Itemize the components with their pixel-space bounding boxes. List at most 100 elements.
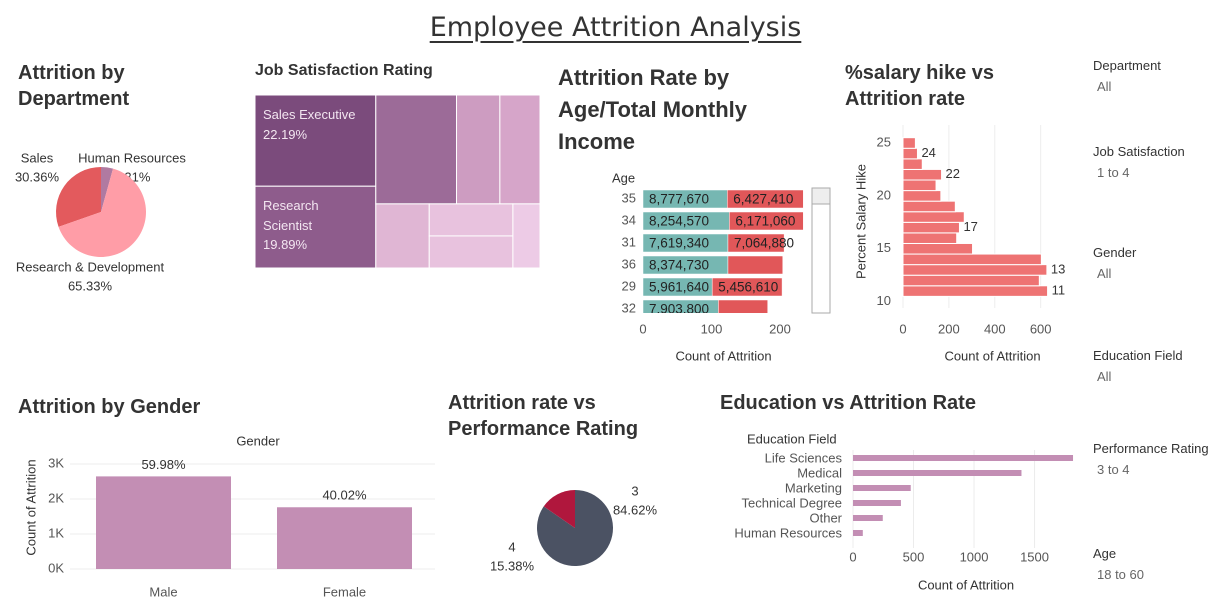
chart-title: Attrition by Gender — [18, 396, 201, 418]
filter-label: Performance Rating — [1093, 441, 1209, 456]
y-tick-label: Human Resources — [734, 525, 842, 540]
cell-value: 19.89% — [263, 237, 308, 253]
filter: Gender All — [1093, 245, 1136, 281]
bar — [902, 168, 943, 181]
treemap-cell — [428, 235, 514, 269]
bar-label: 7,064,880 — [734, 236, 794, 251]
filter: Job Satisfaction 1 to 4 — [1093, 144, 1185, 180]
chart-title: Attrition Rate by Age/Total Monthly Inco… — [558, 65, 748, 154]
treemap-cell — [499, 94, 541, 205]
y-tick-label: 31 — [622, 234, 636, 249]
y-tick-label: 1K — [48, 525, 64, 540]
bar-segment — [718, 299, 768, 313]
bar-label: 17 — [963, 219, 977, 234]
bar — [853, 485, 911, 491]
x-tick-label: 100 — [701, 321, 723, 336]
treemap-cell — [512, 203, 541, 269]
slice-label: Sales — [21, 150, 54, 165]
x-tick-label: 0 — [639, 321, 646, 336]
x-tick-label: 200 — [938, 321, 960, 336]
slice-value: 84.62% — [613, 502, 658, 517]
x-tick-label: 400 — [984, 321, 1006, 336]
y-tick-label: 36 — [622, 256, 636, 271]
scrollbar — [811, 187, 831, 314]
category-header: Gender — [236, 433, 280, 448]
category-header: Age — [612, 170, 635, 185]
y-axis-label: Count of Attrition — [23, 459, 38, 555]
bar-segment — [729, 211, 804, 231]
treemap-cell — [456, 94, 501, 205]
scroll-thumb — [811, 187, 831, 205]
slice-label: 3 — [631, 483, 638, 498]
bar-label: 7,619,340 — [649, 236, 709, 251]
x-axis-label: Count of Attrition — [675, 348, 771, 363]
treemap-label: Research Scientist 19.89% — [263, 196, 362, 255]
chart-title: Job Satisfaction Rating — [255, 62, 433, 79]
filter: Performance Rating 3 to 4 — [1093, 441, 1209, 477]
slice-value: 15.38% — [490, 558, 535, 573]
y-tick-label: 29 — [622, 278, 636, 293]
y-tick-label: 0K — [48, 560, 64, 575]
bar — [902, 179, 937, 192]
slice-label: Research & Development — [16, 259, 165, 274]
bar-label: 13 — [1051, 261, 1065, 276]
bar — [96, 476, 231, 569]
filter: Age 18 to 60 — [1093, 546, 1144, 582]
bar-label: 5,961,640 — [649, 280, 709, 295]
bar-label: 6,171,060 — [735, 214, 795, 229]
bar — [853, 455, 1074, 461]
treemap-label: Sales Executive 22.19% — [263, 105, 362, 144]
y-tick-label: Marketing — [785, 480, 842, 495]
bar-area: 35 8,777,670 6,427,410 34 8,254,570 6,171,060… — [622, 189, 804, 313]
bar — [277, 507, 412, 569]
filter-value: 1 to 4 — [1097, 165, 1130, 180]
header: Employee Attrition Analysis — [0, 12, 1231, 43]
bar — [902, 147, 918, 160]
bar — [902, 264, 1048, 276]
bar-label: 22 — [946, 166, 960, 181]
bar-label: 8,777,670 — [649, 192, 709, 207]
y-tick-label: 25 — [877, 134, 891, 149]
bar — [902, 137, 916, 149]
bar-segment — [727, 233, 785, 253]
bar — [853, 500, 901, 506]
bar-segment — [711, 277, 783, 297]
bar — [853, 470, 1022, 476]
bar — [902, 211, 965, 223]
x-tick-label: 1500 — [1020, 549, 1049, 564]
y-axis-label: Percent Salary Hike — [853, 164, 868, 279]
chart-title: Education vs Attrition Rate — [720, 392, 976, 414]
bar — [902, 221, 960, 234]
y-tick-label: Other — [809, 510, 842, 525]
y-tick-label: Medical — [797, 465, 842, 480]
y-tick-label: 34 — [622, 212, 636, 227]
y-tick-label: 10 — [877, 293, 891, 308]
x-tick-label: Male — [149, 584, 177, 599]
x-axis-label: Count of Attrition — [944, 348, 1040, 363]
x-tick-label: 0 — [849, 549, 856, 564]
x-tick-label: Female — [323, 584, 366, 599]
category-header: Education Field — [747, 431, 837, 446]
bar-label: 40.02% — [322, 488, 367, 503]
pie-slice — [58, 168, 146, 257]
filter-value: All — [1097, 79, 1112, 94]
bar — [902, 253, 1042, 266]
x-tick-label: 1000 — [960, 549, 989, 564]
treemap-cell — [375, 94, 458, 205]
bar — [902, 200, 956, 213]
bar — [902, 158, 923, 170]
filter-value: 18 to 60 — [1097, 567, 1144, 582]
bar-label: 6,427,410 — [733, 192, 793, 207]
filter-label: Education Field — [1093, 348, 1183, 363]
bar-segment — [727, 255, 784, 275]
y-tick-label: Life Sciences — [765, 450, 843, 465]
filter: Department All — [1093, 58, 1161, 94]
filter-value: All — [1097, 369, 1112, 384]
y-tick-label: Technical Degree — [742, 495, 842, 510]
bar-label: 11 — [1052, 283, 1066, 298]
bar — [902, 190, 942, 202]
slice-value: 30.36% — [15, 169, 60, 184]
y-tick-label: 2K — [48, 490, 64, 505]
bar — [902, 232, 958, 244]
